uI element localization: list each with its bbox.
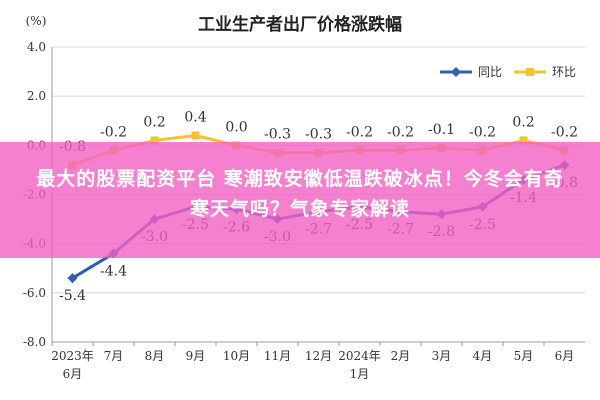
data-label: -0.2 [387, 124, 414, 140]
data-label: -0.1 [428, 122, 455, 138]
legend-label: 同比 [478, 65, 502, 79]
ad-banner-overlay[interactable]: 最大的股票配资平台 寒潮致安徽低温跌破冰点！今冬会有奇寒天气吗？气象专家解读 [0, 142, 600, 258]
data-label: -0.2 [100, 124, 127, 140]
x-tick-label: 7月 [104, 349, 124, 363]
data-label: 0.2 [512, 114, 534, 130]
ad-banner-headline[interactable]: 最大的股票配资平台 寒潮致安徽低温跌破冰点！今冬会有奇寒天气吗？气象专家解读 [36, 168, 564, 220]
x-tick-label: 10月 [223, 349, 250, 363]
x-tick-label: 2024年 [338, 349, 381, 363]
x-tick-label: 6月 [555, 349, 575, 363]
legend-label: 环比 [552, 65, 576, 79]
data-label: -4.4 [100, 264, 127, 280]
data-label: -0.3 [305, 127, 332, 143]
x-tick-label: 6月 [63, 367, 83, 381]
x-tick-label: 9月 [186, 349, 206, 363]
x-tick-label: 11月 [264, 349, 291, 363]
legend-swatch-marker [451, 67, 461, 77]
data-label: -5.4 [59, 288, 86, 304]
data-label: 0.0 [225, 119, 247, 135]
legend-swatch-marker [526, 68, 534, 76]
y-tick-label: 2.0 [27, 89, 46, 103]
data-label: 0.4 [184, 110, 206, 126]
x-tick-label: 2月 [391, 349, 411, 363]
data-label: -0.2 [469, 124, 496, 140]
x-tick-label: 2023年 [51, 349, 94, 363]
data-point-marker [150, 136, 159, 145]
data-point-marker [519, 136, 528, 145]
x-tick-label: 8月 [145, 349, 165, 363]
chart-title: 工业生产者出厂价格涨跌幅 [198, 14, 402, 35]
y-tick-label: 4.0 [27, 40, 46, 54]
x-tick-label: 3月 [432, 349, 452, 363]
x-tick-label: 1月 [350, 367, 370, 381]
data-point-marker [191, 131, 200, 140]
data-label: -0.2 [551, 124, 578, 140]
data-label: -0.2 [346, 124, 373, 140]
data-label: -0.3 [264, 127, 291, 143]
x-tick-label: 12月 [305, 349, 332, 363]
data-label: 0.2 [143, 114, 165, 130]
x-tick-label: 4月 [473, 349, 493, 363]
y-tick-label: -8.0 [23, 335, 46, 349]
y-tick-label: -6.0 [23, 286, 46, 300]
x-tick-label: 5月 [514, 349, 534, 363]
data-point-marker [67, 273, 78, 284]
y-axis-unit: (%) [26, 14, 47, 28]
